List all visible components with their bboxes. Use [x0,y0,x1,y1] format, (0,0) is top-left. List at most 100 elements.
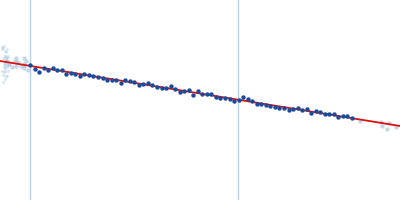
Point [2,55,8,58]
Point [195,90,201,93]
Point [4,48,11,51]
Point [3,59,9,62]
Point [0,70,6,73]
Point [3,64,10,67]
Point [379,124,385,128]
Point [21,56,28,60]
Point [304,108,310,111]
Point [331,113,337,116]
Point [2,61,8,64]
Point [0,80,7,84]
Point [113,79,119,82]
Point [36,70,42,73]
Point [2,78,8,81]
Point [126,80,133,83]
Point [392,126,399,129]
Point [226,97,233,101]
Point [249,99,256,102]
Point [5,60,12,63]
Point [213,96,219,99]
Point [181,90,187,93]
Point [272,106,278,109]
Point [4,61,10,65]
Point [335,116,342,119]
Point [24,69,31,72]
Point [68,71,74,75]
Point [217,96,224,100]
Point [0,63,7,66]
Point [18,65,24,68]
Point [2,74,9,77]
Point [4,56,10,59]
Point [2,50,9,54]
Point [58,68,65,71]
Point [163,87,169,90]
Point [2,62,8,66]
Point [108,78,115,82]
Point [222,96,228,99]
Point [12,57,19,60]
Point [176,90,183,93]
Point [81,73,88,76]
Point [312,109,319,112]
Point [231,99,237,102]
Point [167,84,174,88]
Point [1,69,8,72]
Point [208,92,215,96]
Point [20,63,27,66]
Point [1,71,8,74]
Point [20,64,27,67]
Point [204,93,210,96]
Point [5,54,11,57]
Point [199,93,206,96]
Point [149,83,156,86]
Point [254,102,260,105]
Point [322,112,328,115]
Point [5,69,11,72]
Point [40,66,47,70]
Point [236,99,242,102]
Point [290,107,296,111]
Point [258,102,264,106]
Point [1,64,8,67]
Point [186,89,192,92]
Point [1,66,7,69]
Point [95,75,101,78]
Point [386,122,392,125]
Point [12,60,18,63]
Point [154,86,160,89]
Point [349,117,355,120]
Point [118,81,124,84]
Point [384,127,390,130]
Point [281,106,287,109]
Point [0,56,6,59]
Point [267,105,274,108]
Point [86,73,92,76]
Point [63,72,70,75]
Point [6,62,12,65]
Point [2,59,9,62]
Point [13,64,19,67]
Point [9,66,15,69]
Point [136,83,142,87]
Point [1,45,7,48]
Point [50,66,56,69]
Point [190,93,196,96]
Point [0,73,6,76]
Point [172,88,178,91]
Point [294,107,301,110]
Point [21,66,28,69]
Point [0,45,5,48]
Point [23,60,30,63]
Point [72,72,78,76]
Point [14,61,21,64]
Point [240,96,246,99]
Point [4,75,10,78]
Point [2,55,8,58]
Point [99,77,106,80]
Point [45,68,51,72]
Point [145,81,151,85]
Point [140,82,146,86]
Point [299,108,305,112]
Point [0,47,6,50]
